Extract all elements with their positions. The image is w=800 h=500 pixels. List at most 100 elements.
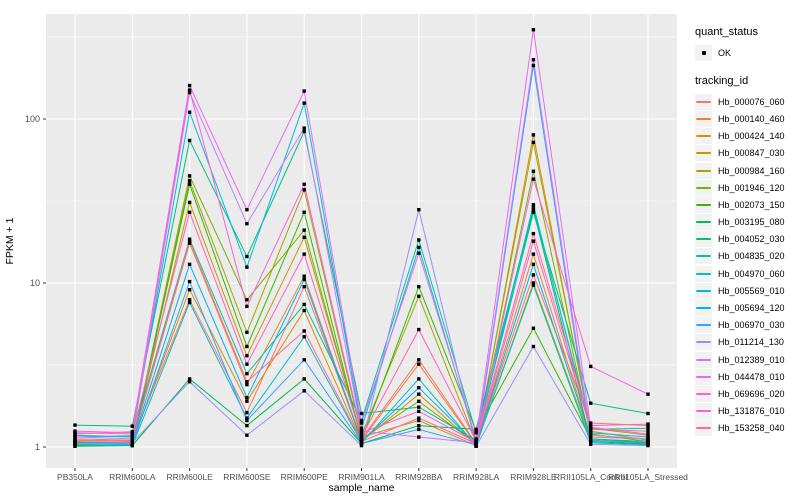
series-color-line-icon <box>696 375 711 378</box>
data-point <box>531 210 536 214</box>
data-point <box>245 298 249 302</box>
legend-item-Hb_001946_120[interactable]: Hb_001946_120 <box>695 179 799 196</box>
data-point <box>302 101 306 105</box>
data-point <box>302 252 306 256</box>
legend-label: Hb_011214_130 <box>718 337 784 348</box>
data-point <box>245 207 249 212</box>
legend-item-Hb_005694_120[interactable]: Hb_005694_120 <box>695 299 799 317</box>
data-point <box>646 411 650 416</box>
data-point <box>417 207 421 212</box>
data-point <box>531 326 536 330</box>
legend-item-Hb_006970_030[interactable]: Hb_006970_030 <box>695 317 799 334</box>
legend-tracking-id: tracking_id Hb_000076_060 Hb_000140_460 Hb… <box>695 75 799 437</box>
legend-item-Hb_044478_010[interactable]: Hb_044478_010 <box>695 368 799 385</box>
data-point <box>646 422 650 426</box>
data-point <box>187 174 192 178</box>
data-point <box>474 439 478 443</box>
data-point <box>187 110 192 114</box>
legend-label: Hb_000140_460 <box>718 113 785 124</box>
data-point <box>187 241 192 245</box>
legend-item-Hb_131876_010[interactable]: Hb_131876_010 <box>695 403 799 420</box>
legend-key-swatch <box>695 248 712 265</box>
series-color-line-icon <box>696 324 711 327</box>
point-marker-icon <box>701 50 706 55</box>
data-point <box>417 392 421 396</box>
legend-key-swatch <box>695 214 712 231</box>
data-point <box>531 177 536 181</box>
series-color-line-icon <box>696 135 711 138</box>
legend-item-Hb_000140_460[interactable]: Hb_000140_460 <box>695 110 799 127</box>
data-point <box>589 427 593 432</box>
data-point <box>130 424 134 428</box>
legend-item-Hb_011214_130[interactable]: Hb_011214_130 <box>695 334 799 351</box>
legend-title-quant-status: quant_status <box>695 26 758 38</box>
legend-item-Hb_153258_040[interactable]: Hb_153258_040 <box>695 420 799 437</box>
data-point <box>302 228 306 232</box>
data-point <box>302 284 306 289</box>
legend-item-Hb_012389_010[interactable]: Hb_012389_010 <box>695 351 799 368</box>
series-color-line-icon <box>696 272 711 275</box>
legend-key-swatch <box>695 368 712 385</box>
data-point <box>187 200 192 205</box>
legend-label: Hb_004052_030 <box>718 234 785 245</box>
series-color-line-icon <box>696 289 711 292</box>
data-point <box>531 28 536 32</box>
data-point <box>245 265 249 269</box>
legend-label: Hb_001946_120 <box>718 182 785 193</box>
legend-quant-status: quant_status OK <box>695 26 799 61</box>
data-point <box>302 89 306 93</box>
data-point <box>359 443 364 448</box>
data-point <box>531 239 536 243</box>
legend-tracking-items: Hb_000076_060 Hb_000140_460 Hb_000424_140 H… <box>695 93 799 437</box>
series-color-line-icon <box>696 203 711 206</box>
legend-item-Hb_000984_160[interactable]: Hb_000984_160 <box>695 162 799 179</box>
data-point <box>646 439 650 444</box>
legend-key-swatch <box>695 317 712 334</box>
legend-key-swatch <box>695 385 712 402</box>
legend-item-Hb_000424_140[interactable]: Hb_000424_140 <box>695 128 799 145</box>
legend-label: Hb_006970_030 <box>718 320 785 331</box>
data-point <box>417 423 421 428</box>
data-point <box>245 344 249 349</box>
x-tick-label: RRIM600LA <box>109 472 156 482</box>
legend-item-Hb_005569_010[interactable]: Hb_005569_010 <box>695 282 799 299</box>
legend-label: Hb_003195_080 <box>718 217 785 228</box>
data-point <box>474 444 478 448</box>
data-point <box>589 431 593 435</box>
data-point <box>187 298 192 302</box>
data-point <box>589 421 593 425</box>
legend-label: Hb_000984_160 <box>718 165 785 176</box>
data-point <box>417 358 421 362</box>
legend-item-ok[interactable]: OK <box>695 44 799 61</box>
legend-label: Hb_069696_020 <box>718 388 785 399</box>
legend-item-Hb_002073_150[interactable]: Hb_002073_150 <box>695 196 799 213</box>
legend-item-Hb_004835_020[interactable]: Hb_004835_020 <box>695 248 799 265</box>
data-point <box>302 335 306 339</box>
legend-item-Hb_000076_060[interactable]: Hb_000076_060 <box>695 93 799 110</box>
data-point <box>73 441 77 446</box>
series-color-line-icon <box>696 152 711 155</box>
legend-item-Hb_003195_080[interactable]: Hb_003195_080 <box>695 214 799 231</box>
legend-item-Hb_004970_060[interactable]: Hb_004970_060 <box>695 265 799 282</box>
data-point <box>417 418 421 423</box>
legend-item-Hb_069696_020[interactable]: Hb_069696_020 <box>695 385 799 402</box>
data-point <box>646 429 650 433</box>
data-point <box>589 401 593 405</box>
data-point <box>359 429 364 433</box>
data-point <box>245 399 249 403</box>
legend-item-Hb_004052_030[interactable]: Hb_004052_030 <box>695 231 799 248</box>
data-point <box>187 182 192 186</box>
data-point <box>245 354 249 358</box>
data-point <box>245 254 249 259</box>
series-color-line-icon <box>696 221 711 224</box>
legend-label: Hb_005569_010 <box>718 285 785 296</box>
data-point <box>359 418 364 423</box>
legend-item-Hb_000847_030[interactable]: Hb_000847_030 <box>695 145 799 162</box>
data-point <box>130 439 134 443</box>
data-point <box>417 405 421 409</box>
data-point <box>130 432 134 436</box>
data-point <box>531 252 536 256</box>
data-point <box>302 329 306 333</box>
data-point <box>187 210 192 214</box>
legend-key-swatch <box>695 179 712 196</box>
